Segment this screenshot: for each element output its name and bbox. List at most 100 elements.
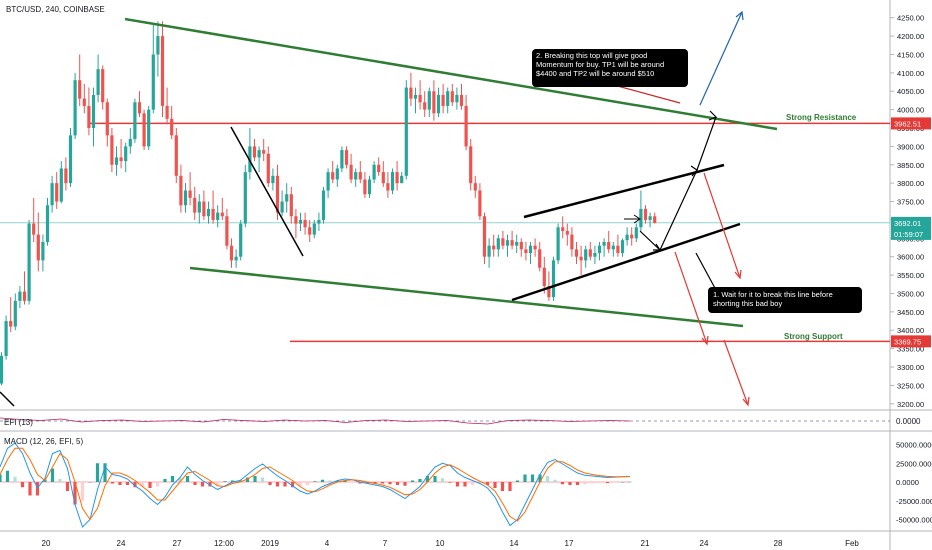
macd-histogram-bar — [418, 479, 422, 482]
macd-line — [0, 442, 631, 528]
candle-body — [64, 168, 68, 184]
candle-body — [124, 146, 128, 162]
macd-histogram-bar — [485, 482, 490, 485]
candle-body — [82, 98, 86, 106]
candle-body — [648, 216, 652, 220]
candle-body — [128, 139, 132, 147]
small-downtrend-line — [230, 126, 304, 257]
candle-body — [436, 94, 441, 114]
candle-body — [160, 36, 165, 106]
red-projection-upper — [703, 172, 741, 279]
price-tick-label: 4250.00 — [897, 14, 924, 23]
candle-body — [390, 172, 395, 191]
price-tick-label: 4100.00 — [897, 69, 924, 78]
macd-histogram-bar — [95, 463, 100, 482]
candle-body — [395, 172, 399, 184]
candle-body — [156, 36, 160, 55]
red-projection-mid — [674, 251, 708, 345]
macd-title: MACD (12, 26, EFI, 5) — [4, 437, 83, 446]
candle-body — [151, 54, 155, 110]
time-tick-label: 7 — [383, 539, 388, 548]
candle-body — [561, 227, 565, 231]
macd-histogram-bar — [530, 474, 535, 482]
candle-body — [556, 227, 560, 261]
time-tick-label: 24 — [700, 539, 709, 548]
macd-histogram-bar — [148, 482, 152, 488]
candle-body — [308, 227, 312, 235]
macd-histogram-bar — [215, 482, 220, 486]
macd-histogram-bar — [410, 480, 415, 482]
macd-histogram-bar — [110, 482, 115, 484]
macd-histogram-bar — [568, 482, 572, 485]
candle-body — [4, 321, 8, 356]
channel-upper-line — [523, 163, 725, 219]
macd-histogram-bar — [343, 480, 347, 482]
candle-body — [423, 102, 427, 110]
candle-body — [505, 240, 510, 246]
macd-histogram-bar — [275, 482, 280, 487]
macd-histogram-bar — [13, 476, 17, 482]
candle-body — [266, 153, 270, 184]
price-label-tag — [891, 335, 931, 348]
candle-body — [248, 146, 252, 173]
price-labels: 3962.51 3692.01 01:59:07 3369.75 — [891, 117, 931, 348]
candle-body — [183, 190, 188, 206]
candle-body — [409, 87, 413, 99]
time-tick-label: Feb — [845, 539, 859, 548]
annotation-box-short — [708, 287, 862, 313]
macd-histogram-bar — [598, 482, 602, 484]
candle-body — [344, 150, 349, 165]
macd-histogram-bar — [620, 482, 625, 483]
candle-body — [620, 240, 625, 254]
time-tick-label: 12:00 — [214, 539, 235, 548]
macd-histogram-bar — [305, 482, 310, 485]
red-projection-lower — [723, 339, 749, 406]
annotation-short: 1. Wait for it to break this line before… — [713, 290, 833, 308]
macd-histogram-bar — [103, 463, 107, 482]
candle-body — [275, 175, 280, 213]
red-projection-upper-arrowhead — [734, 269, 742, 280]
candle-body — [96, 69, 100, 95]
trend-drawings — [0, 10, 778, 407]
macd-histogram-bar — [185, 476, 190, 482]
candle-body — [354, 172, 358, 180]
candle-body — [340, 150, 344, 169]
efi-line — [0, 417, 631, 425]
candle-body — [377, 164, 381, 173]
candle-body — [59, 168, 63, 202]
efi-title: EFI (13) — [4, 418, 33, 427]
macd-histogram-bar — [358, 482, 362, 484]
price-tick-label: 4050.00 — [897, 87, 924, 96]
price-tick-label: 4150.00 — [897, 50, 924, 59]
candle-body — [381, 172, 385, 184]
upper-trendline — [124, 17, 778, 131]
left-edge-line — [0, 391, 15, 407]
macd-histogram-bar — [455, 482, 460, 487]
support-label: Strong Support — [784, 332, 843, 341]
candle-body — [55, 183, 59, 202]
price-tick-label: 3900.00 — [897, 142, 924, 151]
price-label-text: 3692.01 — [894, 219, 921, 228]
price-tick-label: 3500.00 — [897, 289, 924, 298]
macd-histogram-bar — [313, 481, 317, 482]
candle-body — [473, 183, 477, 191]
macd-histogram-bar — [425, 476, 430, 482]
candle-body — [363, 179, 367, 195]
candle-body — [386, 183, 390, 191]
candle-body — [110, 135, 114, 165]
candle-body — [427, 91, 431, 110]
price-tick-label: 4200.00 — [897, 32, 924, 41]
candle-body — [432, 91, 436, 114]
candle-body — [492, 245, 496, 250]
candle-body — [280, 201, 284, 213]
price-tick-label: 3850.00 — [897, 161, 924, 170]
candle-body — [524, 249, 528, 254]
macd-tick-label: 0.0000 — [896, 478, 919, 487]
price-tick-label: 3300.00 — [897, 363, 924, 372]
time-tick-label: 21 — [641, 539, 650, 548]
macd-histogram-bar — [373, 482, 377, 484]
red-projection-mid-arrowhead — [701, 335, 709, 346]
candle-body — [538, 249, 542, 268]
candle-body — [114, 157, 119, 165]
